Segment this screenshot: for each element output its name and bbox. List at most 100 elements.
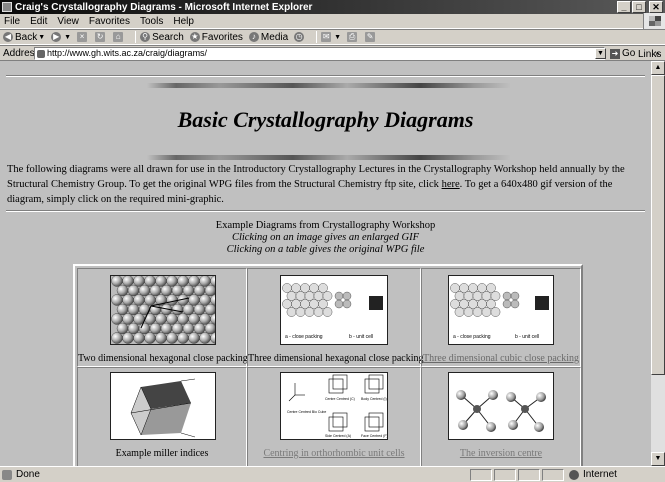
sphere-graphic [204, 303, 215, 316]
stop-icon: × [77, 32, 88, 42]
sphere-graphic [138, 303, 151, 316]
menu-tools[interactable]: Tools [139, 15, 164, 27]
sphere-graphic [166, 332, 178, 344]
sphere-graphic [468, 299, 478, 309]
links-button[interactable]: Links [638, 49, 662, 60]
sphere-graphic [122, 276, 134, 287]
forward-button[interactable]: ▶ ▼ [51, 32, 71, 42]
media-icon: ♪ [248, 32, 259, 42]
inversion-graphic [456, 390, 546, 432]
stop-button[interactable]: × [77, 32, 89, 42]
scroll-up-button[interactable]: ▲ [651, 61, 665, 75]
status-text-area: Done [2, 469, 40, 480]
diagram-cell: The inversion centre [421, 367, 581, 466]
forward-dropdown-icon[interactable]: ▼ [64, 33, 72, 41]
sphere-graphic [295, 307, 306, 317]
go-button[interactable]: ➜ Go [610, 48, 635, 59]
inversion-thumbnail[interactable] [448, 372, 554, 440]
history-button[interactable]: ◷ [294, 32, 306, 42]
sphere-graphic [486, 283, 496, 293]
sphere-graphic [127, 303, 140, 316]
refresh-button[interactable]: ↻ [95, 32, 107, 42]
ccp-thumbnail[interactable]: a - close packing b - unit cell [448, 275, 554, 345]
menu-file[interactable]: File [4, 15, 21, 27]
sphere-graphic [166, 276, 178, 287]
hex-2d-packing-thumbnail[interactable] [110, 275, 216, 345]
address-input[interactable]: http://www.gh.wits.ac.za/craig/diagrams/ [34, 47, 605, 60]
orthorhombic-thumbnail[interactable]: Centre Centred (C) Body Centred (I) Cent… [280, 372, 388, 440]
scroll-down-button[interactable]: ▼ [651, 452, 665, 466]
sphere-graphic [149, 322, 162, 335]
ccp-link[interactable]: Three dimensional cubic close packing [422, 353, 580, 364]
refresh-icon: ↻ [95, 32, 106, 42]
sphere-graphic [468, 283, 478, 293]
sphere-graphic [133, 276, 145, 287]
thumb-caption-a: a - close packing [285, 334, 323, 340]
sphere-graphic [282, 299, 292, 309]
sphere-graphic [138, 284, 151, 297]
links-chevron-icon[interactable]: » [655, 49, 660, 58]
sphere-graphic [309, 283, 319, 293]
ftp-link[interactable]: here [441, 179, 460, 190]
mail-dropdown-icon[interactable]: ▼ [334, 33, 342, 41]
back-label: Back [15, 31, 38, 43]
status-panel [494, 469, 516, 481]
intro-text-end: . To get a 640x480 gif version of the di… [7, 179, 613, 205]
minimize-button[interactable]: _ [617, 1, 631, 13]
home-icon: ⌂ [113, 32, 124, 42]
sphere-graphic [300, 283, 310, 293]
menu-edit[interactable]: Edit [30, 15, 48, 27]
miller-indices-thumbnail[interactable] [110, 372, 216, 440]
sphere-graphic [122, 294, 134, 306]
sphere-graphic [477, 299, 487, 309]
thumb-caption: Body Centred (I) [361, 397, 387, 401]
sphere-graphic [182, 284, 195, 297]
sphere-graphic [144, 276, 156, 287]
mail-icon: ✉ [321, 32, 332, 42]
vertical-scrollbar[interactable]: ▲ ▼ [651, 61, 665, 466]
media-button[interactable]: ♪ Media [248, 32, 288, 43]
thumb-caption: Face Centred (F) [361, 434, 388, 438]
sphere-graphic [188, 294, 200, 306]
menu-help[interactable]: Help [173, 15, 194, 27]
history-icon: ◷ [294, 32, 305, 42]
orthorhombic-link[interactable]: Centring in orthorhombic unit cells [263, 448, 405, 459]
print-button[interactable]: ⎙ [347, 32, 359, 42]
search-icon: ⚲ [140, 32, 151, 42]
sphere-graphic [510, 291, 520, 301]
inversion-link[interactable]: The inversion centre [459, 448, 543, 459]
menu-view[interactable]: View [57, 15, 79, 27]
sphere-graphic [334, 299, 344, 309]
decorative-bar [147, 155, 511, 160]
edit-page-button[interactable]: ✎ [365, 32, 377, 42]
close-button[interactable]: ✕ [649, 1, 663, 13]
home-button[interactable]: ⌂ [113, 32, 125, 42]
table-hint: Clicking on a table gives the original W… [226, 244, 425, 255]
back-button[interactable]: ◀ Back ▼ [3, 32, 45, 43]
thumb-caption-b: b - unit cell [349, 334, 373, 340]
sphere-graphic [193, 303, 206, 316]
menu-favorites[interactable]: Favorites [88, 15, 130, 27]
menu-bar: File Edit View Favorites Tools Help [0, 13, 665, 29]
maximize-button[interactable]: □ [632, 1, 646, 13]
hex-3d-packing-thumbnail[interactable]: a - close packing b - unit cell [280, 275, 388, 345]
sphere-graphic [138, 322, 151, 335]
sphere-graphic [133, 294, 145, 306]
address-dropdown-icon[interactable]: ▼ [595, 48, 606, 59]
search-button[interactable]: ⚲ Search [140, 32, 184, 43]
sphere-graphic [463, 307, 474, 317]
mid-rule [6, 210, 645, 212]
address-label: Address [3, 47, 40, 59]
mail-button[interactable]: ✉ ▼ [321, 32, 341, 42]
back-dropdown-icon[interactable]: ▼ [38, 33, 46, 41]
favorites-button[interactable]: ★ Favorites [189, 32, 243, 43]
diagram-cell: Two dimensional hexagonal close packing [77, 268, 248, 367]
scroll-thumb[interactable] [651, 75, 665, 375]
sphere-graphic [300, 299, 310, 309]
sphere-graphic [490, 307, 501, 317]
sphere-graphic [122, 313, 134, 325]
sphere-graphic [111, 313, 123, 325]
favorites-star-icon: ★ [189, 32, 200, 42]
sphere-graphic [166, 313, 178, 325]
edit-icon: ✎ [365, 32, 376, 42]
